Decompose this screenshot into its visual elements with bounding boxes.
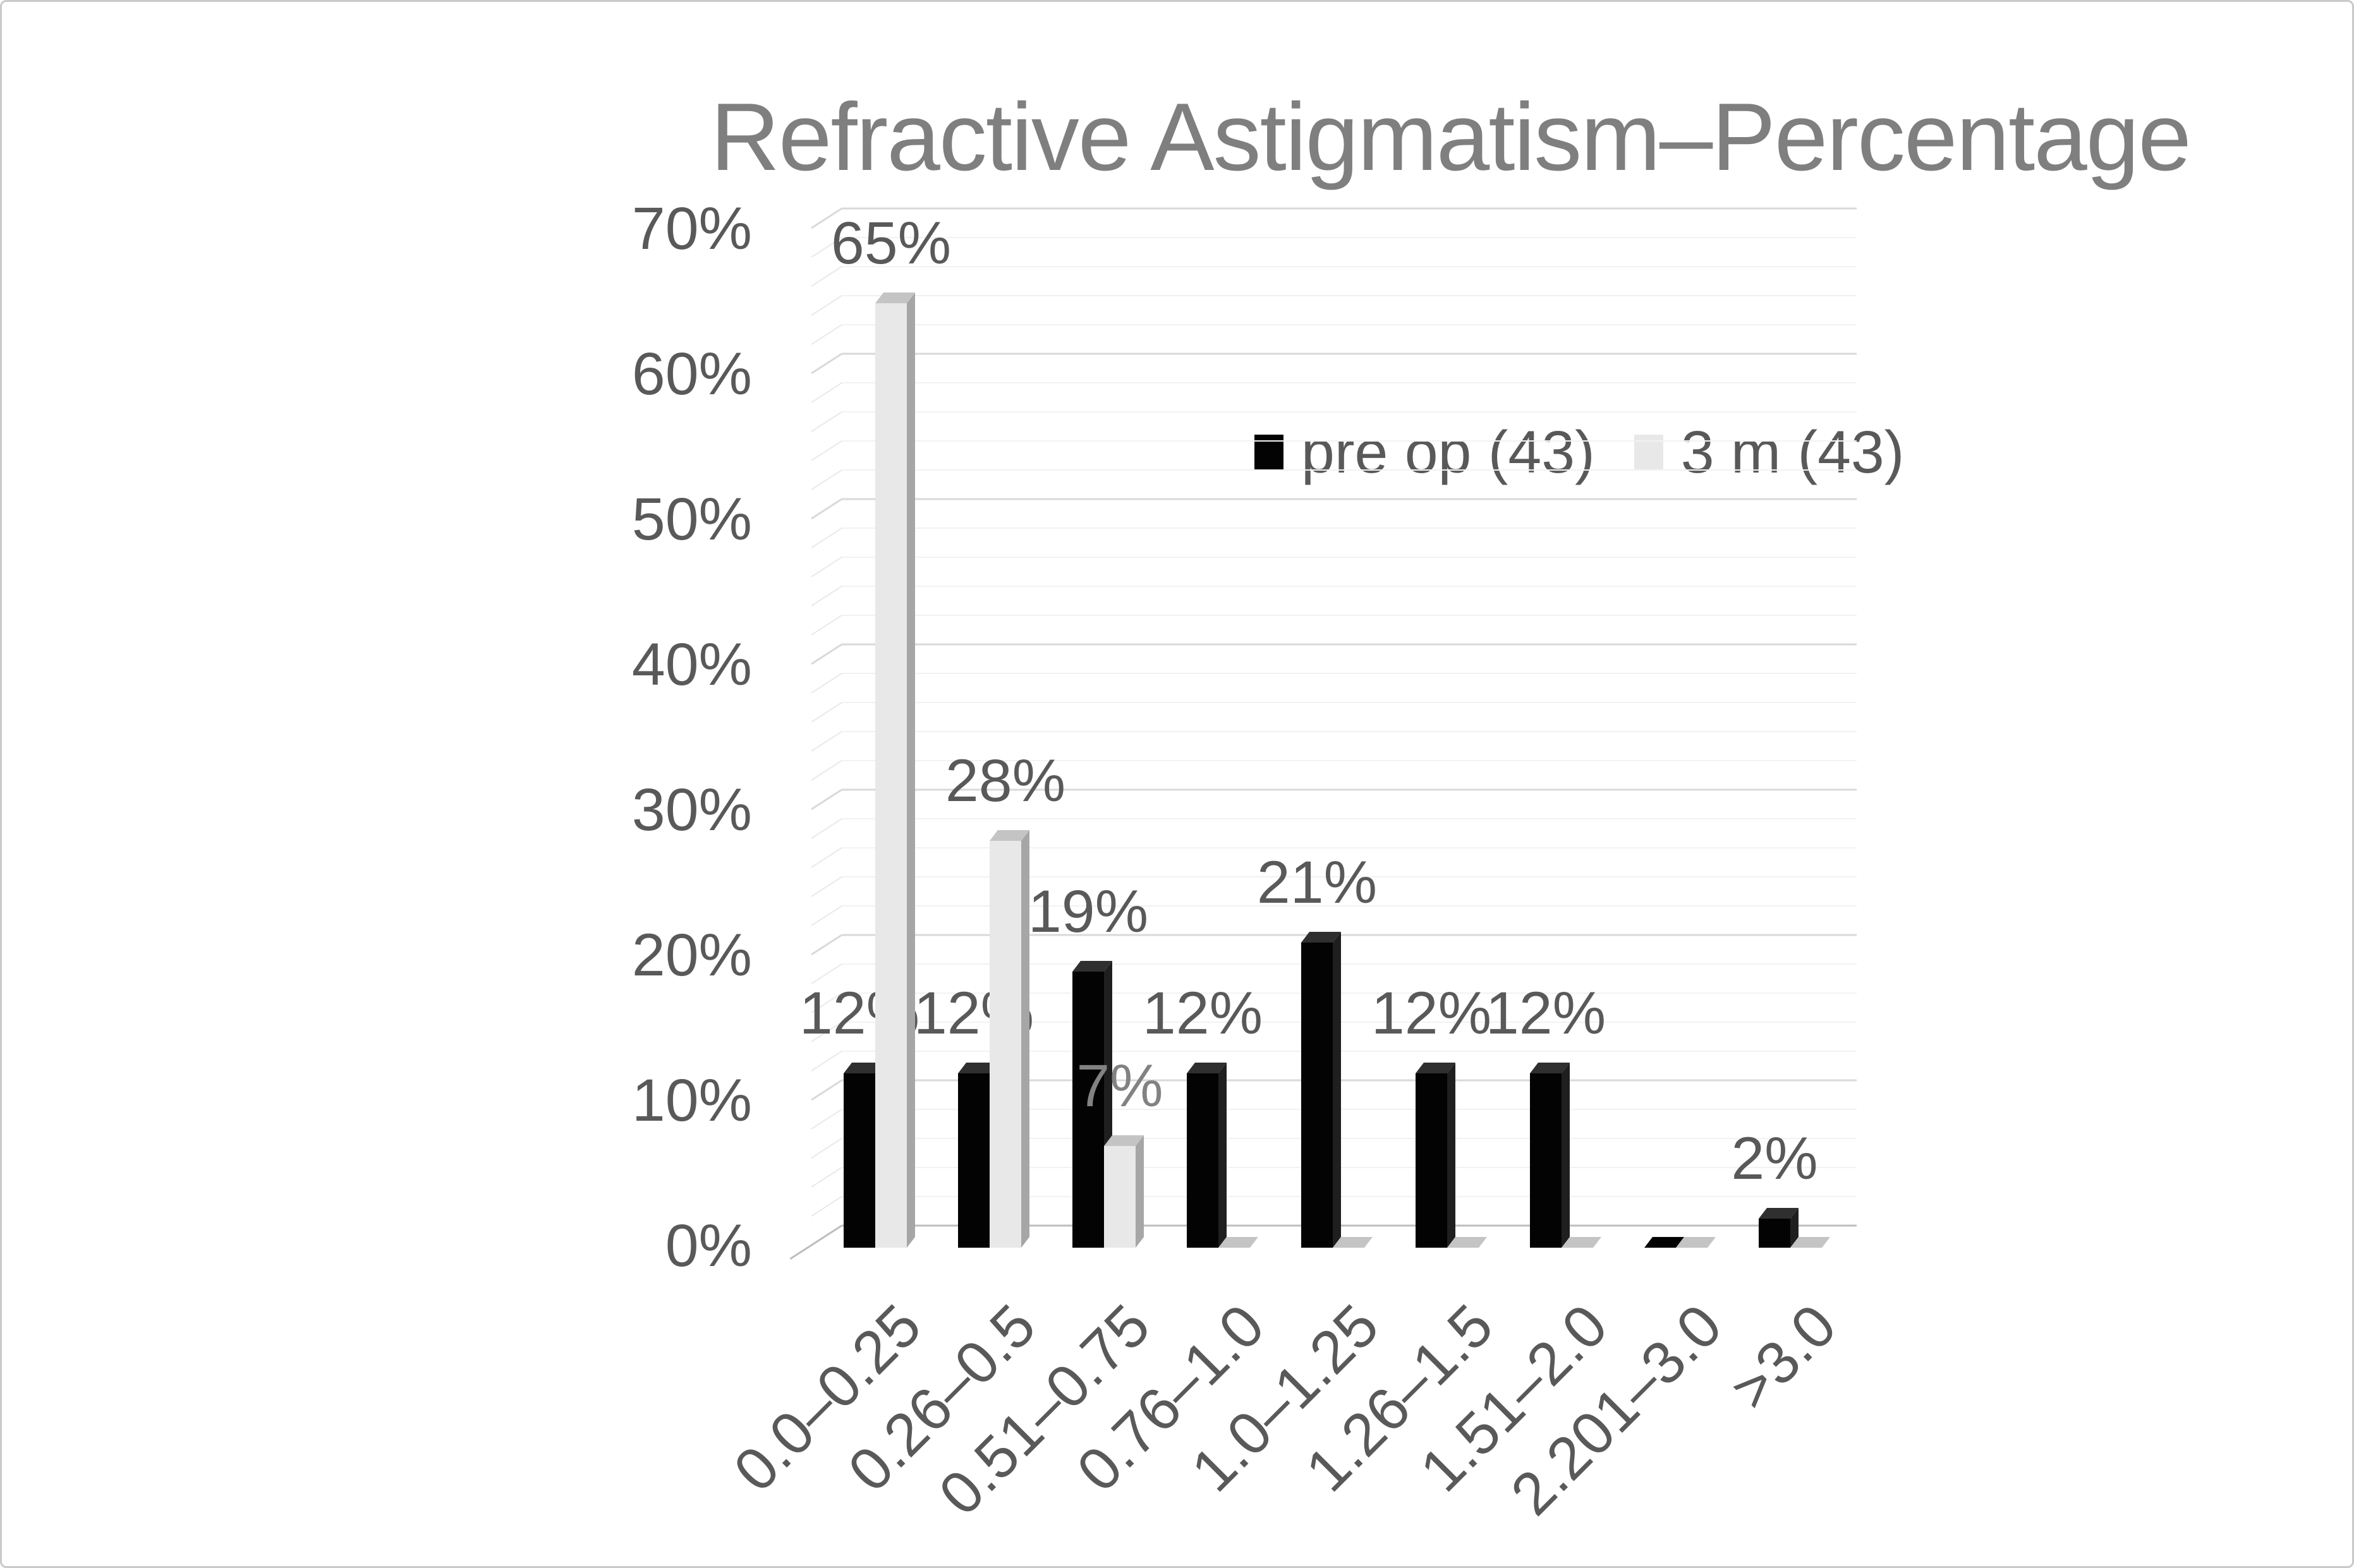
bar-side-3m-1 xyxy=(1021,830,1029,1248)
bar-pre-op-4 xyxy=(1301,943,1333,1248)
bar-side-pre-op-8 xyxy=(1790,1208,1799,1248)
major-gridline-depth-tick xyxy=(811,207,842,229)
minor-gridline-depth-tick xyxy=(811,702,842,723)
minor-gridline-depth-tick xyxy=(811,847,842,868)
data-label-pre-op-5: 12% xyxy=(1371,980,1491,1047)
bar-top-pre-op-0 xyxy=(844,1063,883,1073)
minor-gridline-depth-tick xyxy=(811,760,842,781)
chart-legend: pre op (43) 3 m (43) xyxy=(1254,418,1904,487)
bar-pre-op-2 xyxy=(1072,972,1104,1248)
y-axis-tick-label: 40% xyxy=(632,631,752,698)
bar-side-pre-op-5 xyxy=(1447,1063,1455,1248)
bar-zero-3m-3 xyxy=(1218,1237,1258,1248)
bar-3m-0 xyxy=(875,303,907,1248)
bar-zero-3m-6 xyxy=(1562,1237,1601,1248)
minor-gridline-depth-tick xyxy=(811,295,842,316)
bar-top-3m-0 xyxy=(875,292,915,303)
bar-top-pre-op-5 xyxy=(1416,1063,1455,1073)
bar-side-3m-2 xyxy=(1136,1135,1144,1248)
minor-gridline-depth-tick xyxy=(811,1138,842,1159)
data-label-pre-op-3: 12% xyxy=(1143,980,1263,1047)
bar-pre-op-3 xyxy=(1187,1073,1218,1248)
bar-top-pre-op-4 xyxy=(1301,932,1341,943)
bar-pre-op-6 xyxy=(1530,1073,1562,1248)
major-gridline-depth-tick xyxy=(811,498,842,520)
minor-gridline-depth-tick xyxy=(811,673,842,694)
data-label-3m-0: 65% xyxy=(831,210,951,277)
legend-label-3m: 3 m (43) xyxy=(1680,419,1905,486)
minor-gridline-depth-tick xyxy=(811,266,842,287)
bar-top-pre-op-6 xyxy=(1530,1063,1570,1073)
minor-gridline-depth-tick xyxy=(811,731,842,752)
data-label-3m-2: 7% xyxy=(1076,1052,1163,1119)
minor-gridline-depth-tick xyxy=(811,469,842,490)
legend-label-pre-op: pre op (43) xyxy=(1301,419,1595,486)
data-label-pre-op-8: 2% xyxy=(1731,1125,1817,1192)
bar-top-pre-op-8 xyxy=(1759,1208,1799,1219)
minor-gridline-depth-tick xyxy=(811,324,842,345)
x-axis-category-label: >3.0 xyxy=(1718,1292,1849,1423)
major-gridline-depth-tick xyxy=(811,643,842,665)
bar-3m-2 xyxy=(1104,1146,1136,1248)
minor-gridline-depth-tick xyxy=(811,586,842,606)
data-label-3m-1: 28% xyxy=(945,747,1065,814)
bar-top-3m-2 xyxy=(1104,1135,1144,1146)
bar-zero-pre-op-7 xyxy=(1644,1237,1684,1248)
major-gridline-depth-tick xyxy=(811,1079,842,1101)
y-axis-tick-label: 60% xyxy=(632,341,752,407)
minor-gridline-depth-tick xyxy=(811,1196,842,1217)
minor-gridline-depth-tick xyxy=(811,876,842,897)
y-axis-tick-label: 70% xyxy=(632,195,752,262)
y-axis-tick-label: 20% xyxy=(632,922,752,989)
minor-gridline-depth-tick xyxy=(811,557,842,577)
minor-gridline-depth-tick xyxy=(811,1022,842,1042)
bar-pre-op-0 xyxy=(844,1073,875,1248)
bar-side-pre-op-4 xyxy=(1333,932,1341,1248)
bar-top-pre-op-1 xyxy=(958,1063,998,1073)
bar-side-pre-op-6 xyxy=(1562,1063,1570,1248)
chart-title: Refractive Astigmatism–Percentage xyxy=(710,83,2192,191)
bar-top-pre-op-3 xyxy=(1187,1063,1227,1073)
minor-gridline-depth-tick xyxy=(811,818,842,839)
bar-side-3m-0 xyxy=(907,292,915,1248)
minor-gridline-depth-tick xyxy=(811,1051,842,1071)
bar-top-pre-op-2 xyxy=(1072,961,1112,972)
minor-gridline-depth-tick xyxy=(811,411,842,432)
major-gridline-depth-tick xyxy=(811,353,842,375)
minor-gridline-depth-tick xyxy=(811,528,842,548)
bar-zero-3m-5 xyxy=(1447,1237,1487,1248)
minor-gridline-depth-tick xyxy=(811,615,842,636)
legend-item-pre-op: pre op (43) xyxy=(1254,418,1595,487)
data-label-pre-op-4: 21% xyxy=(1257,849,1377,916)
y-axis-tick-label: 50% xyxy=(632,486,752,553)
minor-gridline-depth-tick xyxy=(811,905,842,926)
data-label-pre-op-2: 19% xyxy=(1028,878,1148,945)
bar-pre-op-8 xyxy=(1759,1219,1790,1248)
bar-zero-3m-7 xyxy=(1676,1237,1716,1248)
major-gridline-depth-tick xyxy=(811,788,842,811)
minor-gridline-depth-tick xyxy=(811,382,842,403)
bar-zero-3m-8 xyxy=(1790,1237,1830,1248)
bar-pre-op-5 xyxy=(1416,1073,1447,1248)
minor-gridline-depth-tick xyxy=(811,1109,842,1130)
y-axis-tick-label: 30% xyxy=(632,776,752,843)
major-gridline-depth-tick xyxy=(811,934,842,956)
bar-pre-op-1 xyxy=(958,1073,990,1248)
data-label-pre-op-6: 12% xyxy=(1486,980,1606,1047)
bar-3m-1 xyxy=(990,841,1021,1248)
bar-zero-3m-4 xyxy=(1333,1237,1373,1248)
minor-gridline-depth-tick xyxy=(811,963,842,984)
major-gridline-depth-tick xyxy=(789,1224,842,1260)
bar-top-3m-1 xyxy=(990,830,1029,841)
y-axis-tick-label: 0% xyxy=(665,1212,752,1279)
bar-side-pre-op-3 xyxy=(1218,1063,1227,1248)
y-axis-tick-label: 10% xyxy=(632,1067,752,1134)
minor-gridline-depth-tick xyxy=(811,440,842,461)
minor-gridline-depth-tick xyxy=(811,237,842,258)
minor-gridline-depth-tick xyxy=(811,992,842,1013)
minor-gridline-depth-tick xyxy=(811,1167,842,1188)
